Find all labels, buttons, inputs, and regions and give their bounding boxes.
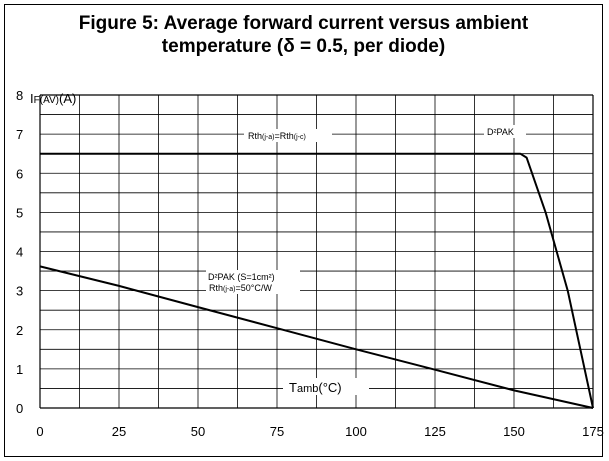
annotation-rth-text: Rth(j-a)=Rth(j-c) xyxy=(248,131,306,141)
y-tick-label: 3 xyxy=(16,284,23,299)
y-axis-label-main: I xyxy=(30,91,34,106)
x-axis-label: Tamb(°C) xyxy=(289,380,342,395)
y-tick-label: 6 xyxy=(16,166,23,181)
x-tick-label: 0 xyxy=(36,424,43,439)
x-tick-label: 50 xyxy=(191,424,205,439)
chart-title: Figure 5: Average forward current versus… xyxy=(4,12,603,58)
y-tick-label: 8 xyxy=(16,88,23,103)
annotation-d2pak-s-bg xyxy=(206,270,300,294)
x-tick-label: 125 xyxy=(424,424,446,439)
x-tick-label: 175 xyxy=(582,424,604,439)
y-axis-label-unit: (A) xyxy=(59,91,76,106)
x-tick-label: 150 xyxy=(503,424,525,439)
x-tick-labels: 0 25 50 75 100 125 150 175 xyxy=(36,424,603,439)
y-tick-label: 0 xyxy=(16,401,23,416)
x-axis-label-main: T xyxy=(289,380,297,395)
annotation-d2pak-s: D²PAK (S=1cm²) Rth(j-a)=50°C/W xyxy=(206,270,300,294)
x-tick-label: 75 xyxy=(270,424,284,439)
annotation-rth-sub2: (j-c) xyxy=(294,134,306,141)
y-tick-label: 4 xyxy=(16,245,23,260)
series-line-1 xyxy=(40,152,594,409)
annotation-rth2-main: Rth xyxy=(209,283,223,293)
y-tick-label: 7 xyxy=(16,127,23,142)
annotation-d2pak-s-line1: D²PAK (S=1cm²) xyxy=(208,272,275,282)
grid xyxy=(39,94,594,409)
annotation-rth-sub1: (j-a) xyxy=(262,134,274,141)
annotation-d2pak-text: D²PAK xyxy=(487,127,514,137)
annotation-rth-mid: =Rth xyxy=(274,131,293,141)
annotation-d2pak-s-line2: Rth(j-a)=50°C/W xyxy=(209,283,272,293)
x-axis-label-sub: amb xyxy=(297,383,318,395)
y-tick-label: 5 xyxy=(16,205,23,220)
x-axis-label-group: Tamb(°C) xyxy=(283,378,369,395)
annotation-rth2-sub: (j-a) xyxy=(223,286,235,293)
y-tick-labels: 0 1 2 3 4 5 6 7 8 xyxy=(16,88,23,416)
y-tick-label: 1 xyxy=(16,362,23,377)
annotation-d2pak-bg xyxy=(484,125,526,138)
y-tick-label: 2 xyxy=(16,323,23,338)
annotation-rth2-rest: =50°C/W xyxy=(235,283,272,293)
y-axis-label: IF(AV)(A) xyxy=(30,91,76,106)
x-axis-label-bg xyxy=(283,378,369,395)
annotation-d2pak: D²PAK xyxy=(484,125,526,138)
annotation-rth: Rth(j-a)=Rth(j-c) xyxy=(244,129,332,142)
series-group xyxy=(39,152,594,409)
annotation-rth-main: Rth xyxy=(248,131,262,141)
x-axis-label-unit: (°C) xyxy=(318,380,341,395)
y-axis-label-sub: F(AV) xyxy=(34,95,59,106)
x-tick-label: 100 xyxy=(345,424,367,439)
chart-title-line1: Figure 5: Average forward current versus… xyxy=(78,13,529,34)
x-tick-label: 25 xyxy=(112,424,126,439)
series-line-2 xyxy=(39,265,594,409)
chart-title-line2: temperature (δ = 0.5, per diode) xyxy=(161,36,446,57)
annotation-rth-bg xyxy=(244,129,332,142)
